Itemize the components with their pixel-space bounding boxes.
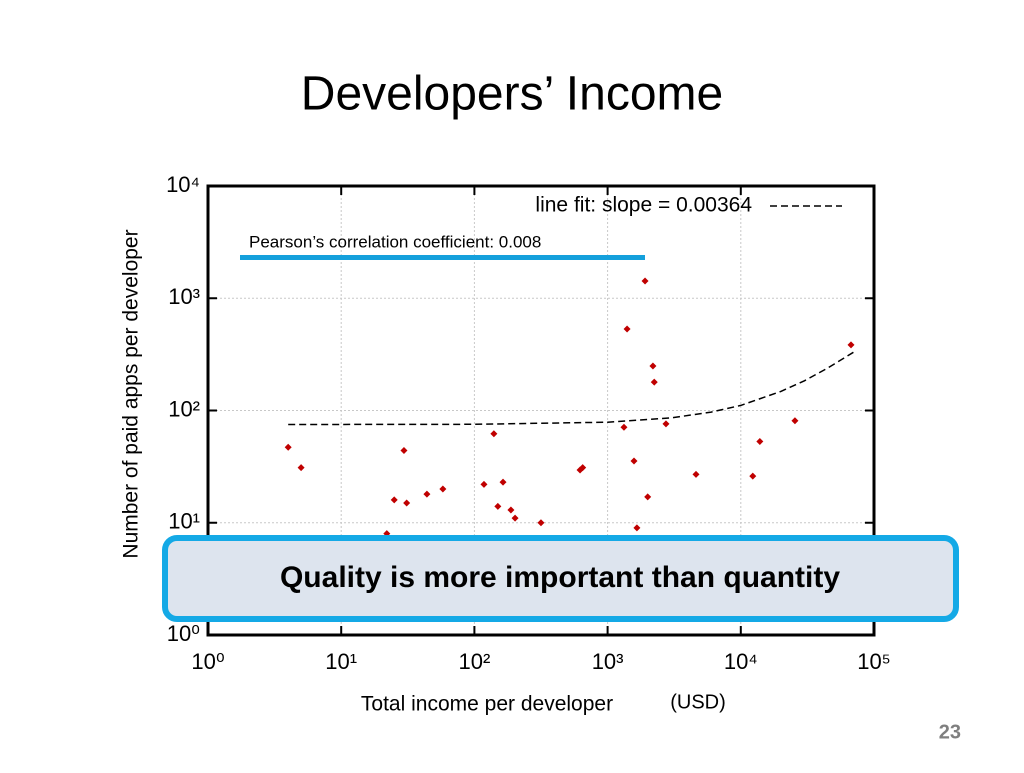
x-tick-label: 10¹ [325, 649, 357, 674]
y-tick-label: 10⁰ [167, 621, 200, 646]
scatter-point [579, 464, 587, 472]
scatter-point [756, 437, 764, 445]
x-tick-label: 10² [459, 649, 491, 674]
y-tick-label: 10¹ [168, 509, 200, 534]
x-axis-label: Total income per developer [361, 693, 613, 716]
plot: 10⁰ 10¹ 10² 10³ 10⁴ 10⁵ 10⁰ 10¹ 10² 10³ 10⁴ line fi… [166, 172, 891, 674]
scatter-point [537, 519, 545, 527]
scatter-point [423, 490, 431, 498]
callout-text: Quality is more important than quantity [280, 561, 840, 594]
x-tick-label: 10⁰ [191, 649, 224, 674]
fit-line [288, 351, 854, 426]
scatter-point [494, 502, 502, 510]
scatter-point [630, 457, 638, 465]
scatter-point [297, 464, 305, 472]
overlay: Quality is more important than quantity [162, 535, 959, 622]
y-tick-label: 10² [168, 396, 200, 421]
scatter-point [749, 472, 757, 480]
annotation: Pearson’s correlation coefficient: 0.008 [249, 232, 541, 251]
plot-frame [206, 184, 876, 637]
scatter-point [284, 443, 292, 451]
scatter-point [649, 362, 657, 370]
x-tick-label: 10³ [592, 649, 624, 674]
scatter-point [633, 524, 641, 532]
scatter-point [641, 277, 649, 285]
scatter-point [499, 478, 507, 486]
scatter-point [390, 496, 398, 504]
y-axis-label: Number of paid apps per developer [120, 229, 143, 558]
scatter-point [400, 447, 408, 455]
y-tick-label: 10⁴ [166, 172, 200, 197]
scatter-point [692, 470, 700, 478]
callout-box [162, 535, 959, 622]
x-axis-unit: (USD) [670, 691, 726, 713]
x-tick-label: 10⁴ [724, 649, 758, 674]
scatter-point [650, 378, 658, 386]
scatter-point [511, 514, 519, 522]
scatter-point [623, 325, 631, 333]
slide-title: Developers’ Income [301, 68, 723, 121]
scatter-point [490, 430, 498, 438]
legend-label: line fit: slope = 0.00364 [535, 194, 752, 217]
scatter-point [480, 480, 488, 488]
scatter-point [644, 493, 652, 501]
scatter-point [439, 485, 447, 493]
x-tick-label: 10⁵ [857, 649, 891, 674]
scatter-point [662, 420, 670, 428]
annotation-underline [240, 255, 645, 260]
scatter-point [791, 417, 799, 425]
scatter-point [507, 506, 515, 514]
scatter-point [403, 499, 411, 507]
page-number: 23 [939, 721, 961, 743]
scatter-point [620, 423, 628, 431]
y-tick-label: 10³ [168, 284, 200, 309]
scatter-point [847, 341, 855, 349]
